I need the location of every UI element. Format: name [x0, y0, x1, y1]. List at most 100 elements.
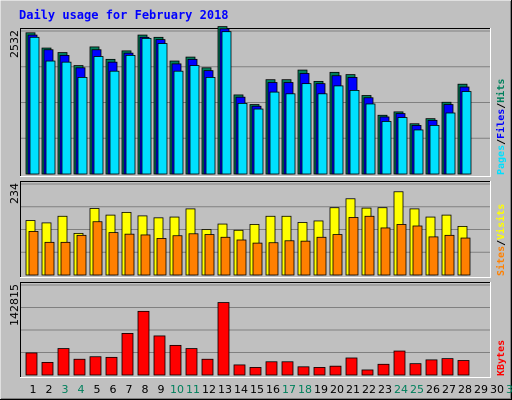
- sites-bar: [332, 234, 343, 276]
- day-label: 21: [346, 383, 360, 396]
- chart-title: Daily usage for February 2018: [19, 8, 229, 22]
- pages-bar: [445, 112, 456, 175]
- pages-bar: [173, 70, 184, 175]
- sites-bar: [348, 217, 359, 276]
- kbytes-bar: [169, 344, 182, 376]
- kbytes-bar: [153, 335, 166, 376]
- pages-bar: [157, 43, 168, 175]
- sites-bar: [204, 234, 215, 276]
- kbytes-bar: [217, 302, 230, 376]
- sites-bar: [252, 242, 263, 276]
- day-label: 30: [490, 383, 504, 396]
- sites-bar: [172, 235, 183, 276]
- kbytes-bar: [281, 361, 294, 376]
- pages-bar: [141, 38, 152, 175]
- legend-visits-sites: Sites/Visits: [495, 204, 507, 276]
- pages-bar: [269, 91, 280, 175]
- sites-bar: [316, 236, 327, 276]
- kbytes-bar: [409, 363, 422, 376]
- day-label: 14: [234, 383, 248, 396]
- day-label: 2: [46, 383, 53, 396]
- day-label: 5: [94, 383, 101, 396]
- pages-bar: [77, 77, 88, 175]
- day-label: 4: [78, 383, 85, 396]
- day-label: 7: [126, 383, 133, 396]
- day-label: 27: [442, 383, 456, 396]
- sites-bar: [92, 221, 103, 276]
- pages-bar: [221, 31, 232, 175]
- day-label: 16: [266, 383, 280, 396]
- legend-kbytes: KBytes: [496, 340, 507, 376]
- day-label: 26: [426, 383, 440, 396]
- day-label: 19: [314, 383, 328, 396]
- kbytes-bar: [89, 356, 102, 376]
- sites-bar: [156, 238, 167, 276]
- pages-bar: [253, 108, 264, 175]
- day-label: 17: [282, 383, 296, 396]
- kbytes-bar: [25, 352, 38, 376]
- kbytes-bar: [57, 348, 70, 376]
- legend-entry: Sites: [495, 246, 507, 276]
- legend-entry: /: [496, 139, 507, 145]
- sites-bar: [412, 225, 423, 276]
- legend-entry: /: [496, 240, 507, 246]
- sites-bar: [236, 239, 247, 276]
- sites-bar: [28, 231, 39, 276]
- day-label: 1: [30, 383, 37, 396]
- sites-bar: [60, 241, 71, 276]
- day-label: 24: [394, 383, 408, 396]
- kbytes-bar: [105, 356, 118, 376]
- day-label: 8: [142, 383, 149, 396]
- kbytes-bar: [41, 361, 54, 376]
- sites-bar: [140, 234, 151, 276]
- sites-bar: [220, 236, 231, 276]
- kbytes-bar: [313, 367, 326, 376]
- legend-entry: Files: [495, 109, 507, 139]
- kbytes-bar: [425, 359, 438, 376]
- kbytes-bar: [121, 333, 134, 376]
- pages-bar: [125, 54, 136, 175]
- sites-bar: [108, 232, 119, 276]
- legend-entry: KBytes: [496, 340, 507, 376]
- day-label: 29: [474, 383, 488, 396]
- max-value-label: 234: [8, 183, 21, 204]
- sites-bar: [76, 234, 87, 276]
- pages-bar: [93, 56, 104, 175]
- pages-bar: [301, 83, 312, 175]
- pages-bar: [349, 90, 360, 175]
- legend-entry: Visits: [495, 204, 507, 240]
- sites-bar: [268, 242, 279, 276]
- kbytes-bar: [377, 363, 390, 376]
- pages-bar: [237, 103, 248, 175]
- pages-bar: [109, 70, 120, 175]
- pages-bar: [333, 85, 344, 175]
- kbytes-bar: [329, 365, 342, 376]
- kbytes-bar: [233, 364, 246, 376]
- pages-bar: [317, 93, 328, 175]
- pages-bar: [61, 61, 72, 175]
- sites-bar: [44, 241, 55, 276]
- kbytes-bar: [345, 357, 358, 376]
- legend-entry: Hits: [495, 79, 507, 103]
- kbytes-bar: [361, 369, 374, 376]
- kbytes-bar: [297, 366, 310, 376]
- kbytes-bar: [441, 358, 454, 376]
- day-label: 31: [506, 383, 512, 396]
- pages-bar: [413, 129, 424, 175]
- pages-bar: [461, 91, 472, 175]
- pages-bar: [205, 77, 216, 175]
- pages-bar: [429, 125, 440, 175]
- day-label: 18: [298, 383, 312, 396]
- day-label: 9: [158, 383, 165, 396]
- sites-bar: [124, 233, 135, 276]
- day-label: 3: [62, 383, 69, 396]
- kbytes-bar: [265, 361, 278, 376]
- day-label: 23: [378, 383, 392, 396]
- sites-bar: [428, 236, 439, 276]
- day-label: 10: [170, 383, 184, 396]
- day-label: 12: [202, 383, 216, 396]
- sites-bar: [364, 215, 375, 276]
- legend-entry: /: [496, 103, 507, 109]
- sites-bar: [460, 237, 471, 276]
